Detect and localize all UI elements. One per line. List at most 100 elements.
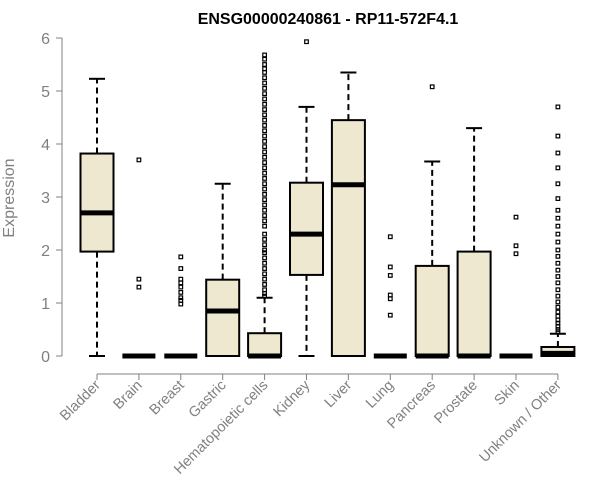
outlier-point	[262, 149, 267, 155]
outlier-point	[555, 309, 561, 315]
outlier-point	[387, 312, 393, 318]
x-tick-label: Skin	[492, 378, 523, 409]
outlier-point	[555, 267, 561, 273]
outlier-point	[262, 276, 267, 282]
outlier-point	[262, 282, 267, 287]
outlier-point	[387, 292, 393, 298]
outlier-point	[262, 128, 267, 134]
outlier-point	[555, 181, 561, 187]
box-skin	[499, 214, 533, 359]
outlier-point	[387, 264, 393, 270]
box-lung	[373, 234, 407, 359]
outlier-point	[262, 62, 267, 67]
box-prostate	[456, 127, 492, 359]
box-breast	[164, 254, 198, 359]
iqr-box	[79, 152, 115, 253]
y-tick-label: 2	[41, 243, 50, 260]
outlier-point	[555, 293, 561, 299]
outlier-point	[262, 266, 267, 271]
outlier-point	[262, 293, 267, 299]
box-hematopoietic-cells	[247, 52, 283, 359]
x-tick-label: Kidney	[271, 377, 314, 420]
outlier-point	[262, 85, 267, 91]
outlier-point	[513, 214, 519, 220]
y-tick-label: 0	[41, 349, 50, 366]
outlier-point	[262, 218, 267, 224]
y-tick-label: 5	[41, 84, 50, 101]
box-kidney	[289, 39, 324, 357]
outlier-point	[262, 186, 267, 192]
box-bladder	[79, 77, 115, 357]
iqr-box	[247, 332, 283, 357]
outlier-point	[262, 91, 267, 97]
outlier-point	[513, 243, 519, 249]
outlier-point	[262, 181, 267, 187]
outlier-point	[262, 138, 267, 144]
outlier-point	[262, 70, 267, 75]
y-axis-label: Expression	[1, 158, 18, 237]
outlier-point	[262, 191, 267, 197]
outlier-point	[178, 280, 184, 286]
outlier-point	[262, 66, 267, 72]
y-tick-label: 1	[41, 296, 50, 313]
outlier-point	[262, 287, 267, 293]
outlier-point	[262, 291, 267, 296]
outlier-point	[513, 251, 519, 257]
outlier-point	[555, 329, 561, 335]
outlier-point	[387, 296, 393, 302]
outlier-point	[178, 276, 184, 282]
box-gastric	[205, 182, 241, 357]
outlier-point	[387, 273, 393, 278]
outlier-point	[555, 215, 561, 221]
outlier-point	[262, 144, 267, 150]
outlier-point	[262, 165, 267, 171]
outlier-point	[262, 112, 267, 118]
y-tick-label: 4	[41, 137, 50, 154]
outlier-point	[555, 207, 561, 213]
outlier-point	[555, 196, 561, 201]
outlier-point	[555, 239, 561, 245]
outlier-point	[136, 157, 142, 163]
outlier-point	[262, 250, 267, 256]
iqr-box	[414, 264, 450, 357]
y-axis: 0 1 2 3 4 5 6	[41, 31, 63, 366]
outlier-point	[178, 295, 184, 301]
outlier-point	[262, 237, 267, 242]
outlier-point	[555, 223, 561, 229]
outlier-point	[262, 123, 267, 128]
outlier-point	[555, 304, 561, 310]
outlier-point	[262, 231, 267, 237]
outlier-point	[555, 231, 561, 237]
outlier-point	[262, 96, 267, 102]
outlier-point	[262, 260, 267, 266]
iqr-box	[330, 119, 366, 358]
outlier-point	[262, 202, 267, 208]
outlier-point	[262, 170, 267, 176]
outlier-point	[178, 297, 184, 303]
outlier-point	[262, 197, 267, 203]
outlier-point	[262, 271, 267, 277]
box-brain	[122, 157, 156, 359]
outlier-point	[262, 80, 267, 86]
outlier-point	[262, 207, 267, 213]
outlier-point	[262, 176, 267, 181]
iqr-box	[456, 250, 492, 357]
chart-title: ENSG00000240861 - RP11-572F4.1	[198, 11, 459, 28]
outlier-point	[555, 313, 561, 319]
x-tick-label: Prostate	[431, 378, 480, 427]
x-tick-label: Lung	[363, 378, 397, 412]
outlier-point	[555, 165, 561, 171]
outlier-point	[262, 154, 267, 160]
outlier-point	[262, 75, 267, 81]
outlier-point	[304, 39, 309, 45]
outlier-point	[262, 52, 267, 58]
outlier-point	[262, 223, 267, 229]
outlier-point	[262, 213, 267, 218]
outlier-point	[178, 301, 184, 307]
outlier-point	[555, 299, 561, 305]
outlier-point	[262, 242, 267, 248]
outlier-point	[555, 104, 561, 110]
iqr-box	[289, 181, 324, 276]
